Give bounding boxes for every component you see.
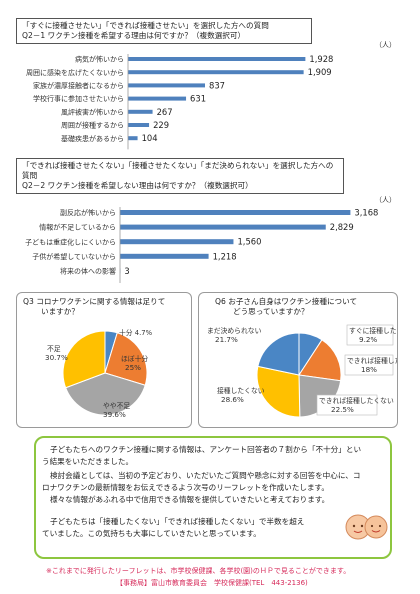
q2-1-heading-line1: 「すぐに接種させたい」「できれば接種させたい」を選択した方への質問 — [22, 21, 269, 30]
category-label: 子どもは重症化しにくいから — [25, 237, 116, 246]
bar — [128, 83, 206, 88]
pie-slice — [257, 332, 300, 376]
category-label: 病気が怖いから — [75, 55, 124, 64]
slice-label: 接種したくない — [217, 386, 265, 395]
label-callout-box — [344, 354, 394, 376]
q3-title: Q3 コロナワクチンに関する情報は足りて いますか？ — [23, 297, 165, 317]
pie-slice — [298, 339, 342, 382]
pie-slice — [256, 365, 301, 418]
child-face-icon — [345, 514, 371, 540]
bar — [128, 70, 304, 75]
category-label: 学校行事に参加させたいから — [33, 94, 124, 103]
value-label: 104 — [142, 133, 158, 143]
bar — [120, 210, 351, 215]
bar — [120, 253, 209, 259]
category-label: 子供が希望していないから — [32, 252, 116, 261]
pie-slice — [104, 332, 148, 386]
slice-label: 十分 4.7% — [119, 328, 153, 337]
slice-label: ほぼ十分 — [121, 354, 148, 363]
category-label: 周囲に感染を広げたくないから — [26, 68, 124, 77]
q3-title-line1: Q3 コロナワクチンに関する情報は足りて — [23, 297, 166, 306]
q2-1-heading-line2: Q2－1 ワクチン接種を希望する理由は何ですか？（複数選択可） — [22, 31, 246, 40]
q2-2-heading-line1: 「できれば接種させたくない」「接種させたくない」「まだ決められない」を選択した方… — [22, 161, 334, 180]
value-label: 1,909 — [308, 67, 332, 77]
q6-title-line2: どう思っていますか？ — [233, 307, 309, 316]
q6-title: Q6 お子さん自身はワクチン接種について どう思っていますか？ — [215, 297, 357, 317]
q2-1-unit: （人） — [375, 41, 396, 49]
value-label: 631 — [190, 94, 206, 104]
q2-1-bar-chart: 病気が怖いから 1,928 周囲に感染を広げたくないから 1,909 家族が濃厚接触者に… — [26, 54, 333, 150]
message-line-2: う結果をいただきました。 — [42, 457, 134, 466]
child-face-icon — [364, 515, 388, 539]
slice-label: すぐに接種したい — [349, 326, 397, 335]
category-label: 副反応が怖いから — [60, 208, 116, 217]
slice-value: 39.6% — [103, 410, 126, 419]
value-label: 3 — [124, 266, 129, 276]
bar — [128, 109, 153, 114]
q3-title-line2: いますか？ — [41, 307, 79, 316]
slice-value: 30.7% — [45, 353, 68, 362]
q2-2-unit: （人） — [375, 196, 396, 204]
slice-value: 18% — [361, 365, 377, 374]
message-line-6: 子どもたちは「接種したくない」「できれば接種したくない」で半数を超え — [50, 517, 305, 526]
slice-value: 28.6% — [221, 395, 244, 404]
message-box — [34, 436, 392, 559]
value-label: 837 — [209, 80, 225, 90]
category-label: 家族が濃厚接触者になるから — [33, 81, 124, 90]
category-label: 風評被害が怖いから — [61, 107, 124, 116]
footer-office: 【事務局】富山市教育委員会 学校保健課(TEL 443-2136) — [116, 579, 308, 587]
pie-slice — [65, 372, 146, 416]
children-illustration — [345, 514, 388, 540]
slice-label: できれば接種したくない — [319, 396, 394, 405]
value-label: 1,928 — [309, 54, 333, 64]
value-label: 229 — [153, 120, 169, 130]
q6-pie-chart: すぐに接種したい9.2% できれば接種したい18% できれば接種したくない22.5%… — [207, 324, 397, 418]
bar — [120, 224, 326, 230]
message-line-4: ロナワクチンの最新情報をお伝えできるよう次号のリーフレットを作成いたします。 — [42, 483, 329, 492]
category-label: 情報が不足しているから — [39, 223, 116, 232]
slice-value: 9.2% — [359, 335, 377, 344]
q2-2-bar-chart: 副反応が怖いから 3,168 情報が不足しているから 2,829 子どもは重症化しにくい… — [25, 207, 378, 283]
value-label: 267 — [157, 107, 173, 117]
q2-1-heading: 「すぐに接種させたい」「できれば接種させたい」を選択した方への質問 Q2－1 ワ… — [16, 18, 312, 44]
value-label: 3,168 — [354, 208, 378, 218]
bar — [128, 136, 138, 141]
q2-2-heading: 「できれば接種させたくない」「接種させたくない」「まだ決められない」を選択した方… — [16, 158, 344, 194]
value-label: 1,560 — [237, 237, 261, 247]
bar — [120, 239, 234, 245]
bar — [128, 57, 306, 61]
pie-slice — [62, 330, 106, 389]
slice-label: 不足 — [47, 345, 61, 353]
q6-panel: Q6 お子さん自身はワクチン接種について どう思っていますか？ すぐに接種したい… — [198, 292, 398, 428]
message-line-5: 様々な情報があふれる中で信用できる情報を提供していきたいと考えております。 — [50, 495, 330, 504]
q2-2-heading-line2: Q2－2 ワクチン接種を希望しない理由は何ですか？（複数選択可） — [22, 181, 253, 190]
category-label: 周囲が接種するから — [61, 121, 124, 130]
category-label: 将来の体への影響 — [60, 267, 116, 276]
message-line-3: 検討会議としては、当初の予定どおり、いただいたご質問や懸念に対する回答を中心に、… — [50, 471, 361, 480]
slice-label: できれば接種したい — [347, 356, 397, 365]
q6-title-line1: Q6 お子さん自身はワクチン接種について — [215, 297, 358, 306]
message-line-7: ていました。この気持ちも大事にしていきたいと思っています。 — [42, 529, 261, 538]
label-callout-box — [316, 394, 378, 416]
category-label: 基礎疾患があるから — [61, 134, 124, 143]
bar — [128, 123, 150, 127]
q3-panel: Q3 コロナワクチンに関する情報は足りて いますか？ 十分 4.7% ほぼ十分 25… — [16, 292, 192, 428]
label-callout-box — [346, 324, 394, 346]
slice-label: まだ決められない — [207, 326, 262, 335]
slice-value: 25% — [125, 363, 141, 372]
slice-value: 22.5% — [331, 405, 354, 414]
message-line-1: 子どもたちへのワクチン接種に関する情報は、アンケート回答者の７割から「不十分」と… — [50, 445, 362, 454]
slice-value: 21.7% — [215, 335, 238, 344]
value-label: 1,218 — [213, 251, 237, 261]
value-label: 2,829 — [330, 222, 354, 232]
bar — [128, 96, 187, 101]
slice-label: やや不足 — [103, 402, 130, 410]
footer-note: ※これまでに発行したリーフレットは、市学校保健課、各学校(園)のＨＰで見ることが… — [46, 567, 351, 575]
